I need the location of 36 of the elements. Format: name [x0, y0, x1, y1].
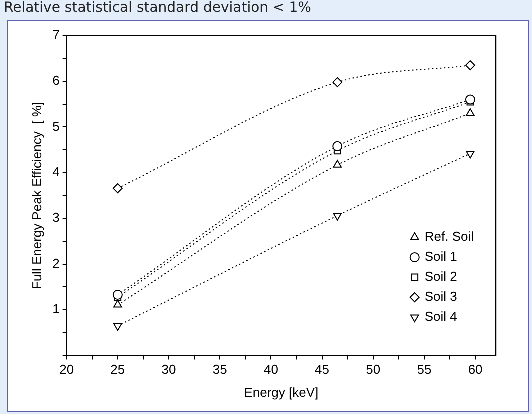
- point: [466, 150, 475, 159]
- point: [333, 160, 342, 168]
- x-tick-label: 55: [417, 362, 432, 378]
- legend-label: Soil 3: [424, 289, 458, 304]
- point: [465, 60, 476, 71]
- x-tick-label: 60: [468, 362, 483, 378]
- legend-label: Ref. Soil: [424, 229, 474, 244]
- y-tick-label: 5: [52, 118, 60, 134]
- legend-label: Soil 4: [424, 309, 458, 324]
- y-tick-label: 2: [52, 256, 60, 271]
- point: [114, 323, 122, 332]
- point: [112, 290, 123, 300]
- point: [332, 141, 343, 152]
- point: [465, 94, 476, 105]
- y-tick-label: 3: [52, 210, 60, 226]
- y-axis-title: Full Energy Peak Efficiency [ %]: [29, 102, 44, 290]
- y-tick-label: 1: [52, 302, 60, 317]
- point: [332, 77, 343, 88]
- x-tick-label: 40: [264, 362, 278, 378]
- y-tick-label: 6: [52, 73, 60, 88]
- point: [114, 300, 122, 308]
- point: [466, 108, 475, 116]
- x-tick-label: 20: [60, 362, 74, 378]
- x-tick-label: 50: [366, 362, 381, 378]
- x-tick-label: 45: [315, 362, 330, 378]
- x-axis-title: Energy [keV]: [244, 384, 319, 400]
- text: Relative statistical standard deviation < 1%: [4, 0, 312, 16]
- legend-label: Soil 2: [424, 269, 458, 284]
- x-tick-label: 35: [212, 362, 228, 378]
- point: [112, 183, 123, 194]
- point: [333, 213, 342, 221]
- x-tick-label: 25: [110, 362, 126, 378]
- y-tick-label: 7: [52, 27, 60, 42]
- legend-label: Soil 1: [424, 249, 458, 264]
- y-tick-label: 4: [52, 164, 60, 180]
- x-tick-label: 30: [162, 362, 176, 378]
